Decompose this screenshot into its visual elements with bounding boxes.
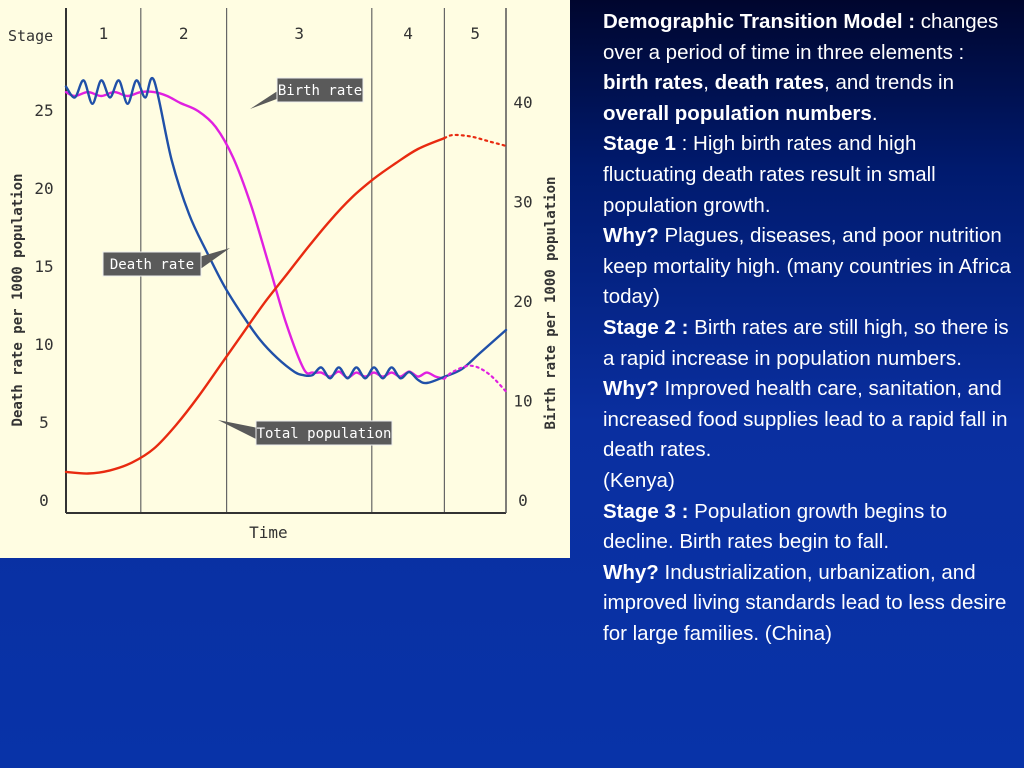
right-tick-label-40: 40 bbox=[513, 93, 532, 112]
death-rate-annotation-box bbox=[102, 251, 202, 277]
stage-label-1: 1 bbox=[99, 24, 109, 43]
stage-label-4: 4 bbox=[403, 24, 413, 43]
intro-text-1: changes over a period of time in three e… bbox=[603, 10, 999, 64]
description-panel: Demographic Transition Model : changes o… bbox=[603, 7, 1015, 649]
stage-axis-label: Stage bbox=[8, 27, 53, 45]
why1-paragraph: Why? Plagues, diseases, and poor nutriti… bbox=[603, 221, 1015, 313]
death-rate-annotation-pointer bbox=[199, 248, 230, 270]
right-tick-label-0: 0 bbox=[518, 491, 528, 510]
why1-label: Why? bbox=[603, 224, 659, 248]
chart-panel: Stage 1 2 3 4 5 0 5 10 15 20 25 0 10 20 30 40 Death rate … bbox=[0, 0, 570, 558]
left-tick-label-5: 5 bbox=[39, 413, 49, 432]
x-axis-title: Time bbox=[249, 523, 288, 542]
left-tick-label-0: 0 bbox=[39, 491, 49, 510]
left-axis-title: Death rate per 1000 population bbox=[10, 174, 26, 427]
stage2-label: Stage 2 : bbox=[603, 315, 689, 339]
birth-rate-projection bbox=[443, 364, 508, 393]
why3-label: Why? bbox=[603, 560, 659, 584]
why3-paragraph: Why? Industrialization, urbanization, an… bbox=[603, 558, 1015, 650]
stage3-paragraph: Stage 3 : Population growth begins to de… bbox=[603, 497, 1015, 558]
left-tick-label-10: 10 bbox=[34, 335, 53, 354]
stage1-paragraph: Stage 1 : High birth rates and high fluc… bbox=[603, 129, 1015, 221]
birth-rate-annotation-label: Birth rate bbox=[278, 83, 362, 99]
term-death-rates: death rates bbox=[714, 71, 825, 95]
stage-label-3: 3 bbox=[294, 24, 304, 43]
death-rate-annotation-label: Death rate bbox=[110, 257, 194, 273]
demographic-transition-chart: Stage 1 2 3 4 5 0 5 10 15 20 25 0 10 20 30 40 Death rate … bbox=[8, 8, 559, 542]
intro-period: . bbox=[871, 101, 878, 125]
stage-label-5: 5 bbox=[470, 24, 480, 43]
stage3-text: Population growth begins to decline. Bir… bbox=[603, 499, 948, 554]
total-population-annotation-pointer bbox=[218, 420, 258, 440]
intro-text-2: , and trends in bbox=[824, 71, 954, 95]
right-tick-label-10: 10 bbox=[513, 392, 532, 411]
stage-label-2: 2 bbox=[179, 24, 189, 43]
kenya-line: (Kenya) bbox=[603, 468, 675, 492]
why1-text: Plagues, diseases, and poor nutrition ke… bbox=[603, 224, 1011, 309]
birth-rate-annotation-box bbox=[276, 77, 364, 103]
total-population-annotation-label: Total population bbox=[257, 426, 392, 442]
death-rate-line bbox=[64, 76, 508, 385]
intro-paragraph: Demographic Transition Model : changes o… bbox=[603, 7, 1015, 129]
right-tick-label-20: 20 bbox=[513, 292, 532, 311]
why2-text: Improved health care, sanitation, and in… bbox=[603, 377, 1008, 462]
left-tick-label-20: 20 bbox=[34, 179, 53, 198]
why2-label: Why? bbox=[603, 377, 659, 401]
term-birth-rates: birth rates bbox=[603, 71, 704, 95]
why2-paragraph: Why? Improved health care, sanitation, a… bbox=[603, 374, 1015, 466]
birth-rate-annotation-pointer bbox=[250, 90, 282, 109]
right-tick-label-30: 30 bbox=[513, 193, 532, 212]
why3-text: Industrialization, urbanization, and imp… bbox=[603, 560, 1007, 645]
total-population-line bbox=[64, 136, 446, 475]
stage2-paragraph: Stage 2 : Birth rates are still high, so… bbox=[603, 313, 1015, 374]
stage1-text: : High birth rates and high fluctuating … bbox=[603, 132, 936, 217]
total-population-annotation-box bbox=[255, 420, 393, 446]
right-axis-title: Birth rate per 1000 population bbox=[543, 177, 559, 430]
term-overall-population: overall population numbers bbox=[603, 101, 872, 125]
stage1-label: Stage 1 bbox=[603, 132, 676, 156]
left-tick-label-15: 15 bbox=[34, 257, 53, 276]
total-population-projection bbox=[443, 133, 508, 147]
stage2-text: Birth rates are still high, so there is … bbox=[603, 315, 1009, 370]
left-tick-label-25: 25 bbox=[34, 101, 53, 120]
intro-comma: , bbox=[703, 71, 715, 95]
stage3-label: Stage 3 : bbox=[603, 499, 689, 523]
intro-title: Demographic Transition Model : bbox=[603, 10, 916, 33]
